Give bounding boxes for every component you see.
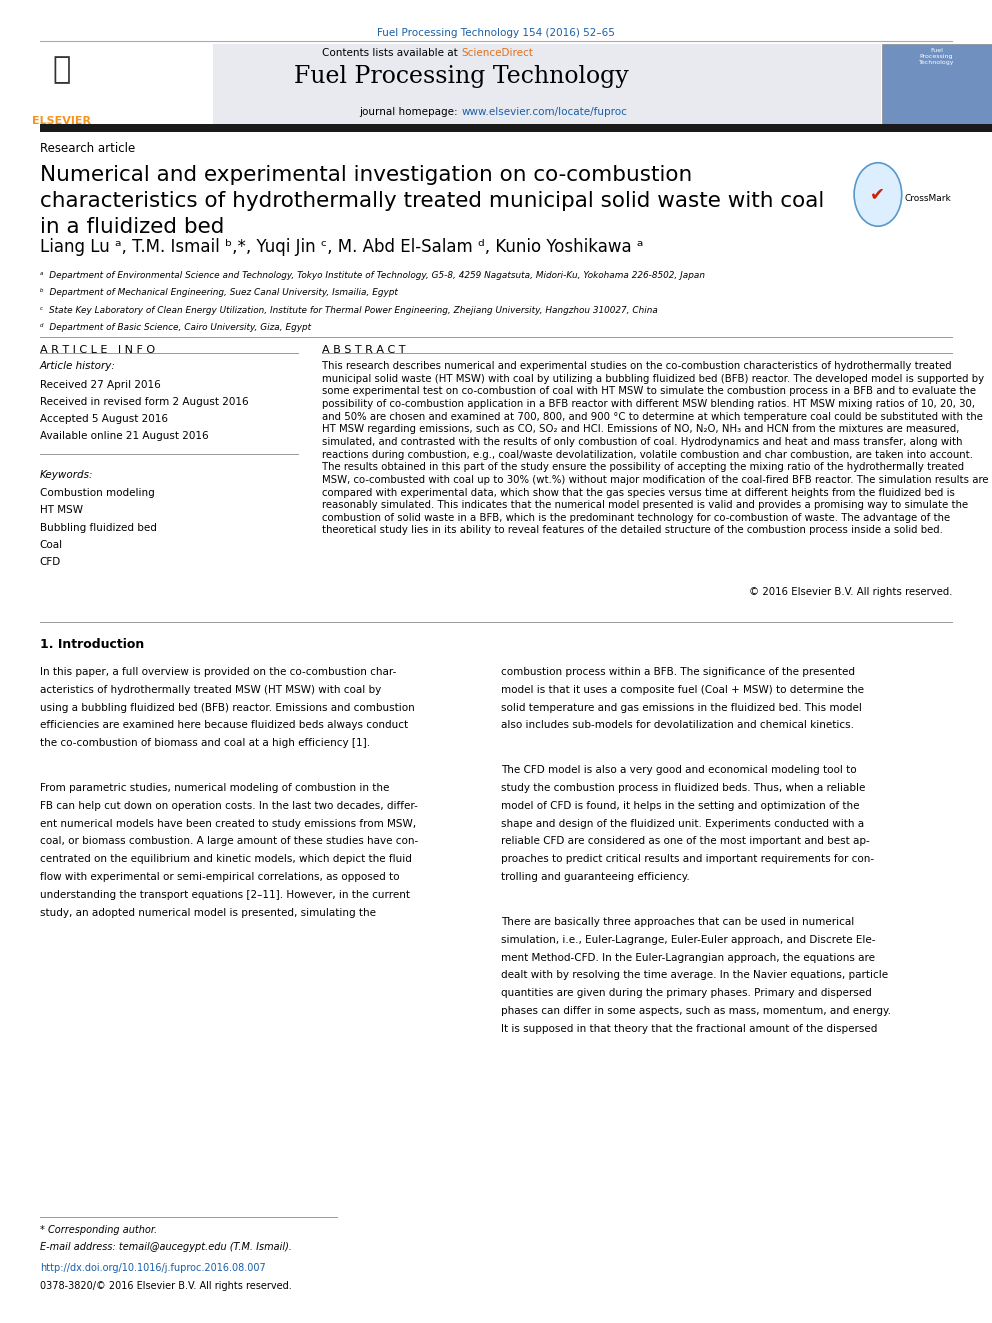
Text: From parametric studies, numerical modeling of combustion in the: From parametric studies, numerical model…: [40, 783, 389, 792]
Text: 🌳: 🌳: [53, 56, 70, 85]
Text: http://dx.doi.org/10.1016/j.fuproc.2016.08.007: http://dx.doi.org/10.1016/j.fuproc.2016.…: [40, 1263, 266, 1274]
Text: In this paper, a full overview is provided on the co-combustion char-: In this paper, a full overview is provid…: [40, 667, 396, 677]
Text: Accepted 5 August 2016: Accepted 5 August 2016: [40, 414, 168, 425]
Text: Bubbling fluidized bed: Bubbling fluidized bed: [40, 523, 157, 533]
Text: ᶜ  State Key Laboratory of Clean Energy Utilization, Institute for Thermal Power: ᶜ State Key Laboratory of Clean Energy U…: [40, 306, 658, 315]
Text: Contents lists available at: Contents lists available at: [322, 48, 461, 58]
Text: HT MSW: HT MSW: [40, 505, 82, 516]
Text: ment Method-CFD. In the Euler-Lagrangian approach, the equations are: ment Method-CFD. In the Euler-Lagrangian…: [501, 953, 875, 963]
Text: It is supposed in that theory that the fractional amount of the dispersed: It is supposed in that theory that the f…: [501, 1024, 877, 1035]
Text: Liang Lu ᵃ, T.M. Ismail ᵇ,*, Yuqi Jin ᶜ, M. Abd El-Salam ᵈ, Kunio Yoshikawa ᵃ: Liang Lu ᵃ, T.M. Ismail ᵇ,*, Yuqi Jin ᶜ,…: [40, 238, 643, 257]
Text: coal, or biomass combustion. A large amount of these studies have con-: coal, or biomass combustion. A large amo…: [40, 836, 418, 847]
Circle shape: [854, 163, 902, 226]
Text: using a bubbling fluidized bed (BFB) reactor. Emissions and combustion: using a bubbling fluidized bed (BFB) rea…: [40, 703, 415, 713]
Text: model is that it uses a composite fuel (Coal + MSW) to determine the: model is that it uses a composite fuel (…: [501, 685, 864, 695]
Text: The CFD model is also a very good and economical modeling tool to: The CFD model is also a very good and ec…: [501, 765, 856, 775]
FancyBboxPatch shape: [40, 124, 992, 132]
Text: acteristics of hydrothermally treated MSW (HT MSW) with coal by: acteristics of hydrothermally treated MS…: [40, 685, 381, 695]
FancyBboxPatch shape: [40, 44, 213, 124]
Text: understanding the transport equations [2–11]. However, in the current: understanding the transport equations [2…: [40, 890, 410, 900]
Text: ᵇ  Department of Mechanical Engineering, Suez Canal University, Ismailia, Egypt: ᵇ Department of Mechanical Engineering, …: [40, 288, 398, 298]
Text: phases can differ in some aspects, such as mass, momentum, and energy.: phases can differ in some aspects, such …: [501, 1007, 891, 1016]
Text: E-mail address: temail@aucegypt.edu (T.M. Ismail).: E-mail address: temail@aucegypt.edu (T.M…: [40, 1242, 292, 1253]
Text: Fuel
Processing
Technology: Fuel Processing Technology: [919, 48, 954, 65]
Text: Received in revised form 2 August 2016: Received in revised form 2 August 2016: [40, 397, 248, 407]
Text: flow with experimental or semi-empirical correlations, as opposed to: flow with experimental or semi-empirical…: [40, 872, 399, 882]
Text: trolling and guaranteeing efficiency.: trolling and guaranteeing efficiency.: [501, 872, 689, 882]
Text: FB can help cut down on operation costs. In the last two decades, differ-: FB can help cut down on operation costs.…: [40, 800, 418, 811]
Text: reliable CFD are considered as one of the most important and best ap-: reliable CFD are considered as one of th…: [501, 836, 870, 847]
Text: © 2016 Elsevier B.V. All rights reserved.: © 2016 Elsevier B.V. All rights reserved…: [749, 587, 952, 598]
Text: CrossMark: CrossMark: [905, 194, 951, 202]
Text: * Corresponding author.: * Corresponding author.: [40, 1225, 157, 1236]
Text: Keywords:: Keywords:: [40, 470, 93, 480]
Text: study the combustion process in fluidized beds. Thus, when a reliable: study the combustion process in fluidize…: [501, 783, 865, 792]
Text: Coal: Coal: [40, 540, 62, 550]
Text: A B S T R A C T: A B S T R A C T: [322, 345, 406, 356]
Text: proaches to predict critical results and important requirements for con-: proaches to predict critical results and…: [501, 855, 874, 864]
Text: study, an adopted numerical model is presented, simulating the: study, an adopted numerical model is pre…: [40, 908, 376, 918]
Text: journal homepage:: journal homepage:: [359, 107, 461, 118]
Text: model of CFD is found, it helps in the setting and optimization of the: model of CFD is found, it helps in the s…: [501, 800, 859, 811]
Text: Combustion modeling: Combustion modeling: [40, 488, 155, 499]
Text: ent numerical models have been created to study emissions from MSW,: ent numerical models have been created t…: [40, 819, 416, 828]
Text: also includes sub-models for devolatilization and chemical kinetics.: also includes sub-models for devolatiliz…: [501, 720, 854, 730]
Text: 1. Introduction: 1. Introduction: [40, 638, 144, 651]
Text: dealt with by resolving the time average. In the Navier equations, particle: dealt with by resolving the time average…: [501, 971, 888, 980]
Text: ᵃ  Department of Environmental Science and Technology, Tokyo Institute of Techno: ᵃ Department of Environmental Science an…: [40, 271, 704, 280]
Text: www.elsevier.com/locate/fuproc: www.elsevier.com/locate/fuproc: [461, 107, 627, 118]
Text: Fuel Processing Technology: Fuel Processing Technology: [294, 65, 629, 87]
FancyBboxPatch shape: [40, 44, 881, 124]
Text: CFD: CFD: [40, 557, 61, 568]
Text: A R T I C L E   I N F O: A R T I C L E I N F O: [40, 345, 155, 356]
Text: Received 27 April 2016: Received 27 April 2016: [40, 380, 161, 390]
Text: quantities are given during the primary phases. Primary and dispersed: quantities are given during the primary …: [501, 988, 872, 999]
Text: ELSEVIER: ELSEVIER: [32, 116, 91, 127]
FancyBboxPatch shape: [882, 44, 992, 124]
Text: shape and design of the fluidized unit. Experiments conducted with a: shape and design of the fluidized unit. …: [501, 819, 864, 828]
Text: There are basically three approaches that can be used in numerical: There are basically three approaches tha…: [501, 917, 854, 927]
Text: solid temperature and gas emissions in the fluidized bed. This model: solid temperature and gas emissions in t…: [501, 703, 862, 713]
Text: combustion process within a BFB. The significance of the presented: combustion process within a BFB. The sig…: [501, 667, 855, 677]
Text: Article history:: Article history:: [40, 361, 115, 372]
Text: simulation, i.e., Euler-Lagrange, Euler-Euler approach, and Discrete Ele-: simulation, i.e., Euler-Lagrange, Euler-…: [501, 935, 876, 945]
Text: efficiencies are examined here because fluidized beds always conduct: efficiencies are examined here because f…: [40, 720, 408, 730]
Text: the co-combustion of biomass and coal at a high efficiency [1].: the co-combustion of biomass and coal at…: [40, 738, 370, 749]
Text: ScienceDirect: ScienceDirect: [461, 48, 533, 58]
Text: centrated on the equilibrium and kinetic models, which depict the fluid: centrated on the equilibrium and kinetic…: [40, 855, 412, 864]
Text: Numerical and experimental investigation on co-combustion
characteristics of hyd: Numerical and experimental investigation…: [40, 165, 824, 237]
Text: 0378-3820/© 2016 Elsevier B.V. All rights reserved.: 0378-3820/© 2016 Elsevier B.V. All right…: [40, 1281, 292, 1291]
Text: Fuel Processing Technology 154 (2016) 52–65: Fuel Processing Technology 154 (2016) 52…: [377, 29, 615, 38]
Text: ᵈ  Department of Basic Science, Cairo University, Giza, Egypt: ᵈ Department of Basic Science, Cairo Uni…: [40, 323, 310, 332]
Text: Available online 21 August 2016: Available online 21 August 2016: [40, 431, 208, 442]
Text: Research article: Research article: [40, 142, 135, 155]
Text: This research describes numerical and experimental studies on the co-combustion : This research describes numerical and ex…: [322, 361, 989, 536]
Text: ✔: ✔: [870, 185, 886, 204]
